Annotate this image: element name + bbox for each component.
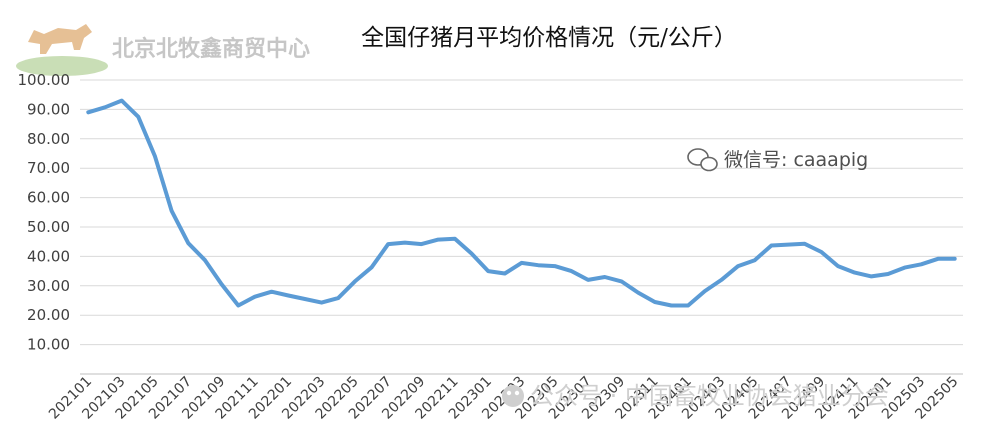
y-tick-label: 20.00 [27, 306, 70, 324]
y-tick-label: 40.00 [27, 247, 70, 265]
data-point [886, 272, 890, 276]
data-point [369, 265, 374, 269]
data-point [769, 243, 774, 248]
data-point [936, 257, 940, 261]
data-point [586, 278, 590, 282]
account-icon [502, 385, 524, 407]
data-point [603, 275, 607, 279]
series-line [86, 98, 957, 308]
data-point [419, 242, 424, 246]
y-tick-label: 60.00 [27, 189, 70, 207]
data-point [86, 110, 90, 114]
y-tick-label: 80.00 [27, 130, 70, 148]
wechat-id-label: 微信号: caaapig [724, 149, 868, 171]
data-point [353, 279, 357, 283]
data-point [953, 257, 957, 261]
data-point [236, 303, 240, 308]
data-point [269, 290, 274, 294]
wechat-watermark: 微信号: caaapig [687, 148, 868, 172]
data-point [669, 303, 674, 308]
data-point [220, 282, 224, 286]
data-point [186, 241, 190, 245]
y-tick-label: 50.00 [27, 218, 70, 236]
data-point [486, 269, 490, 273]
y-axis-ticks: 10.00 20.00 30.00 40.00 50.00 60.00 70.00 80.00… [18, 71, 71, 354]
data-point [553, 264, 557, 268]
data-point [453, 237, 457, 241]
data-point [686, 303, 690, 308]
data-point [120, 98, 124, 103]
data-point [836, 264, 840, 268]
data-point [736, 264, 740, 268]
data-point [170, 209, 174, 213]
gridlines [80, 79, 963, 375]
data-point [619, 279, 624, 283]
bottom-watermark-label: 公众号 · 中国畜牧业协会猪业分会 [530, 382, 889, 410]
data-point [436, 238, 440, 242]
data-point [469, 251, 474, 256]
y-tick-label: 30.00 [27, 277, 70, 295]
data-point [136, 115, 140, 119]
bottom-watermark: 公众号 · 中国畜牧业协会猪业分会 [502, 382, 889, 410]
data-point [753, 258, 757, 262]
data-point [386, 242, 390, 246]
data-point [103, 105, 107, 109]
data-point [403, 240, 407, 245]
data-point [869, 274, 873, 278]
y-tick-label: 70.00 [27, 159, 70, 177]
y-tick-label: 10.00 [27, 336, 70, 354]
data-point [653, 300, 657, 304]
data-point [153, 154, 157, 159]
watermark-org-name: 北京北牧鑫商贸中心 [112, 36, 310, 62]
data-point [786, 243, 790, 247]
y-tick-label: 100.00 [18, 71, 71, 89]
chart-title: 全国仔猪月平均价格情况（元/公斤） [361, 25, 737, 51]
data-point [203, 258, 207, 262]
data-point [853, 270, 857, 275]
series-layer [86, 98, 957, 308]
data-point [636, 290, 640, 295]
data-point [319, 300, 324, 305]
data-point [719, 278, 724, 282]
data-point [703, 289, 707, 293]
logo-icon [16, 24, 108, 76]
data-point [519, 261, 524, 265]
data-point [903, 265, 907, 270]
data-point [336, 296, 340, 300]
data-point [569, 269, 574, 273]
data-point [286, 293, 290, 298]
data-point [819, 250, 823, 254]
data-point [536, 263, 540, 267]
data-point [253, 295, 257, 299]
data-point [303, 297, 307, 301]
data-point [919, 262, 923, 266]
wechat-icon [687, 148, 718, 172]
y-tick-label: 90.00 [27, 100, 70, 118]
data-point [503, 271, 507, 276]
data-point [803, 242, 807, 246]
